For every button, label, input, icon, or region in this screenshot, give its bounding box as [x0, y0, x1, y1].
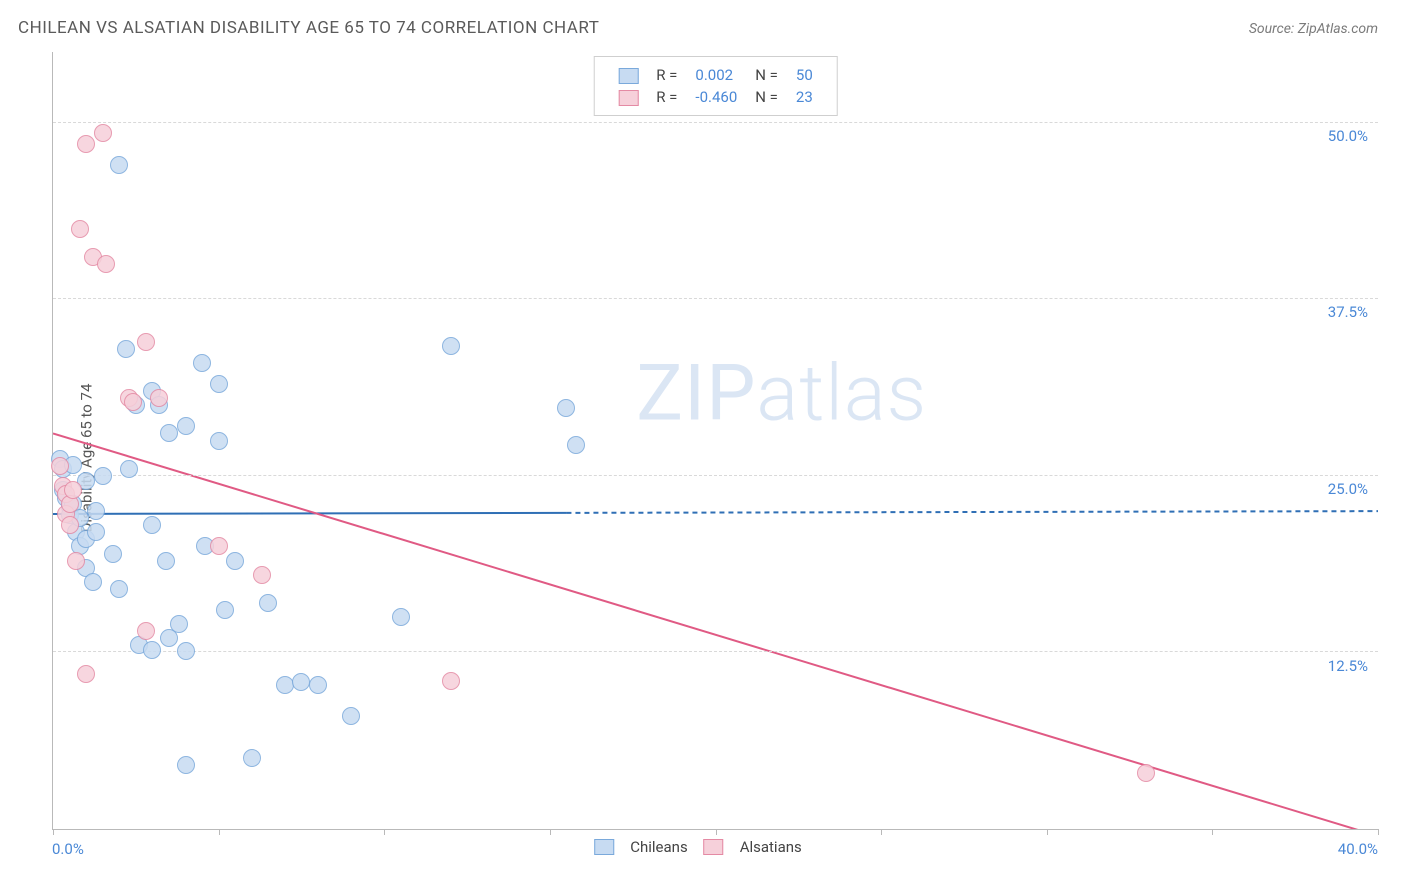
gridline: [53, 475, 1378, 476]
data-point: [210, 537, 228, 555]
data-point: [51, 457, 69, 475]
source-attribution: Source: ZipAtlas.com: [1249, 21, 1378, 37]
data-point: [170, 615, 188, 633]
data-point: [442, 672, 460, 690]
gridline: [53, 122, 1378, 123]
legend-r-value: 0.002: [687, 65, 745, 85]
data-point: [253, 566, 271, 584]
legend-series-label: Chileans: [630, 838, 687, 856]
data-point: [97, 255, 115, 273]
x-tick: [1047, 829, 1048, 835]
chart-title: CHILEAN VS ALSATIAN DISABILITY AGE 65 TO…: [18, 18, 599, 38]
x-tick: [881, 829, 882, 835]
data-point: [77, 665, 95, 683]
data-point: [150, 389, 168, 407]
data-point: [160, 424, 178, 442]
data-point: [210, 375, 228, 393]
y-tick-label: 37.5%: [1328, 303, 1368, 321]
legend-n-label: N =: [747, 65, 786, 85]
data-point: [276, 676, 294, 694]
data-point: [342, 707, 360, 725]
x-axis-max-label: 40.0%: [1338, 840, 1378, 858]
y-tick-label: 50.0%: [1328, 127, 1368, 145]
data-point: [110, 580, 128, 598]
data-point: [177, 756, 195, 774]
x-tick: [1378, 829, 1379, 835]
data-point: [210, 432, 228, 450]
data-point: [243, 749, 261, 767]
data-point: [87, 502, 105, 520]
data-point: [157, 552, 175, 570]
legend-n-value: 23: [788, 87, 821, 107]
data-point: [137, 333, 155, 351]
data-point: [120, 460, 138, 478]
data-point: [61, 516, 79, 534]
data-point: [193, 354, 211, 372]
x-tick: [384, 829, 385, 835]
data-point: [177, 642, 195, 660]
data-point: [143, 641, 161, 659]
legend-swatch: [594, 839, 614, 855]
watermark: ZIPatlas: [636, 348, 927, 439]
gridline: [53, 298, 1378, 299]
x-tick: [716, 829, 717, 835]
gridline: [53, 651, 1378, 652]
legend-n-label: N =: [747, 87, 786, 107]
chart-container: Disability Age 65 to 74 ZIPatlas R =0.00…: [18, 52, 1378, 864]
data-point: [117, 340, 135, 358]
data-point: [137, 622, 155, 640]
legend-swatch: [618, 90, 638, 106]
data-point: [104, 545, 122, 563]
data-point: [94, 467, 112, 485]
data-point: [71, 220, 89, 238]
data-point: [77, 135, 95, 153]
legend-series-label: Alsatians: [740, 838, 802, 856]
data-point: [87, 523, 105, 541]
data-point: [392, 608, 410, 626]
data-point: [226, 552, 244, 570]
data-point: [309, 676, 327, 694]
series-legend: Chileans Alsatians: [586, 837, 810, 856]
x-tick: [219, 829, 220, 835]
data-point: [94, 124, 112, 142]
data-point: [84, 573, 102, 591]
correlation-legend: R =0.002N =50 R =-0.460N =23: [593, 56, 838, 116]
y-tick-label: 25.0%: [1328, 480, 1368, 498]
legend-swatch: [704, 839, 724, 855]
data-point: [177, 417, 195, 435]
data-point: [67, 552, 85, 570]
y-tick-label: 12.5%: [1328, 657, 1368, 675]
legend-swatch: [618, 68, 638, 84]
data-point: [216, 601, 234, 619]
x-tick: [53, 829, 54, 835]
data-point: [124, 393, 142, 411]
data-point: [143, 516, 161, 534]
legend-r-label: R =: [648, 65, 685, 85]
x-tick: [1212, 829, 1213, 835]
x-tick: [550, 829, 551, 835]
data-point: [259, 594, 277, 612]
data-point: [557, 399, 575, 417]
data-point: [292, 673, 310, 691]
legend-r-label: R =: [648, 87, 685, 107]
data-point: [64, 481, 82, 499]
x-axis-min-label: 0.0%: [52, 840, 84, 858]
data-point: [1137, 764, 1155, 782]
data-point: [567, 436, 585, 454]
trend-lines: [53, 52, 1378, 829]
data-point: [110, 156, 128, 174]
data-point: [442, 337, 460, 355]
plot-area: ZIPatlas R =0.002N =50 R =-0.460N =23 12.…: [52, 52, 1378, 830]
legend-n-value: 50: [788, 65, 821, 85]
legend-r-value: -0.460: [687, 87, 745, 107]
